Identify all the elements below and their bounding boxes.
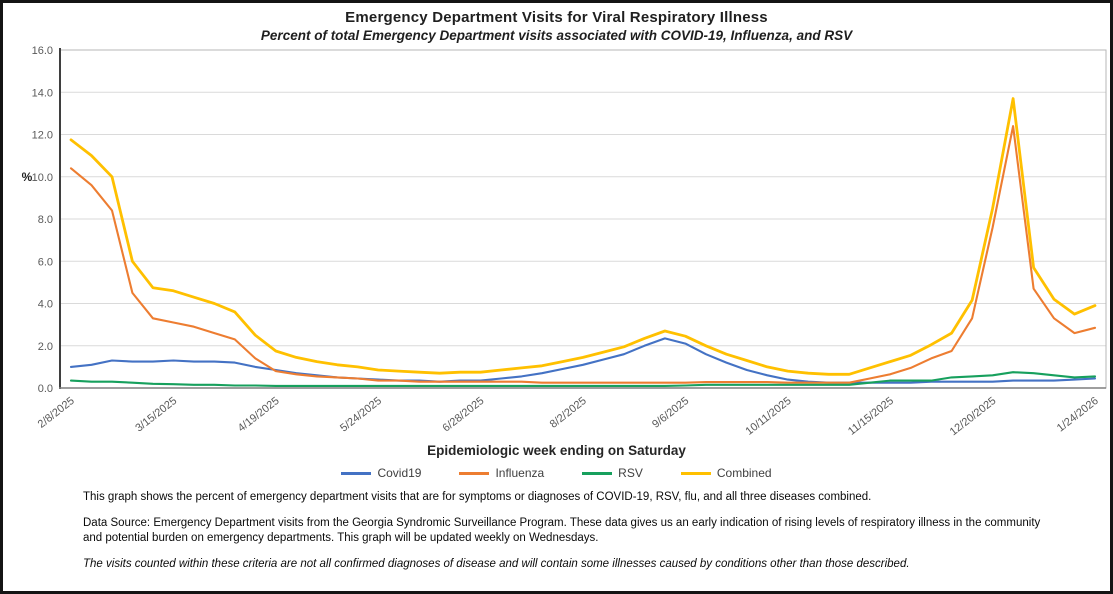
footer-paragraph-1: This graph shows the percent of emergenc… xyxy=(83,491,872,503)
legend-line-swatch xyxy=(680,471,711,475)
x-tick-label: 4/19/2025 xyxy=(236,395,282,435)
legend-label: RSV xyxy=(618,466,643,480)
legend-label: Influenza xyxy=(495,466,545,480)
legend-item-covid19: Covid19 xyxy=(341,466,421,480)
series-line-covid19 xyxy=(69,337,1097,384)
line-chart-plot: 0.0 2.0 4.0 6.0 8.0 10.0 12.0 14.0 16.0% 2/8/2025… xyxy=(22,45,1107,438)
x-tick-label: 10/11/2025 xyxy=(744,395,794,438)
x-tick-label: 8/2/2025 xyxy=(548,395,589,431)
legend-item-rsv: RSV xyxy=(582,466,643,480)
legend-label: Covid19 xyxy=(377,466,422,480)
series-line-rsv xyxy=(69,371,1097,387)
legend-line-swatch xyxy=(582,471,613,475)
legend-line-swatch xyxy=(459,471,490,475)
legend-item-combined: Combined xyxy=(680,466,772,480)
chart-legend: Covid19 Influenza RSV Combined xyxy=(3,466,1110,480)
chart-title: Emergency Department Visits for Viral Re… xyxy=(345,9,768,26)
x-axis-title: Epidemiologic week ending on Saturday xyxy=(427,443,686,458)
y-tick-label: 10.0 xyxy=(32,172,53,184)
legend-item-influenza: Influenza xyxy=(459,466,544,480)
x-tick-label: 6/28/2025 xyxy=(440,395,486,435)
x-tick-label: 1/24/2026 xyxy=(1055,395,1101,435)
x-tick-label: 5/24/2025 xyxy=(338,395,384,435)
y-tick-label: 8.0 xyxy=(38,214,53,226)
y-tick-label: 2.0 xyxy=(38,341,53,353)
y-tick-label: 4.0 xyxy=(38,299,53,311)
y-tick-label: 16.0 xyxy=(32,45,53,57)
y-tick-label: 12.0 xyxy=(32,130,53,142)
y-tick-label: 0.0 xyxy=(38,383,53,395)
footer-paragraph-2: Data Source: Emergency Department visits… xyxy=(83,516,1041,544)
chart-subtitle: Percent of total Emergency Department vi… xyxy=(260,28,853,43)
x-tick-label: 12/20/2025 xyxy=(948,395,999,438)
y-tick-label: 6.0 xyxy=(38,256,53,268)
footer-notes: This graph shows the percent of emergenc… xyxy=(83,490,1043,572)
footer-paragraph-3: The visits counted within these criteria… xyxy=(83,557,910,570)
legend-label: Combined xyxy=(716,466,772,480)
x-tick-label: 2/8/2025 xyxy=(36,395,77,431)
x-tick-label: 11/15/2025 xyxy=(846,395,896,438)
series-line-influenza xyxy=(69,125,1097,384)
x-tick-label: 3/15/2025 xyxy=(133,395,179,435)
y-axis-unit-label: % xyxy=(22,170,33,184)
series-line-combined xyxy=(69,97,1097,376)
x-tick-label: 9/6/2025 xyxy=(650,395,691,431)
legend-line-swatch xyxy=(341,471,372,475)
y-tick-label: 14.0 xyxy=(32,87,53,99)
